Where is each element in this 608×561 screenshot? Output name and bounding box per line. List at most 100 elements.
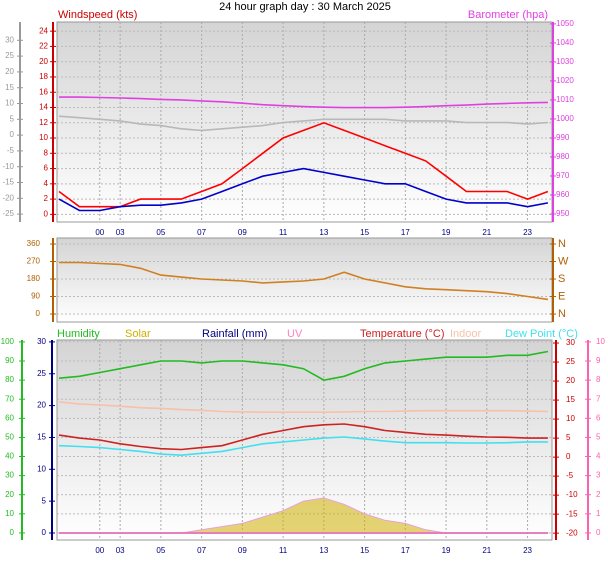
y-axis-label: Windspeed (kts) [58, 9, 137, 21]
legend-entry: UV [287, 328, 303, 340]
y2-tick-label: 1020 [556, 76, 574, 85]
legend-entry: Temperature (°C) [360, 328, 444, 340]
y4-tick-label: 4 [596, 452, 601, 461]
x-tick-label: 09 [238, 228, 247, 237]
y3-tick-label: 10 [566, 414, 575, 423]
y2-tick-label: 1010 [556, 95, 574, 104]
y2-tick-label: S [558, 273, 565, 285]
y2-tick-label: 1030 [556, 57, 574, 66]
x-tick-label: 05 [156, 228, 165, 237]
y4-tick-label: 7 [596, 394, 601, 403]
y-tick-label: 60 [5, 413, 14, 422]
x-tick-label: 17 [401, 546, 410, 555]
y-tick-label: 70 [5, 394, 14, 403]
y3-tick-label: -15 [566, 509, 578, 518]
x-tick-label: 13 [319, 546, 328, 555]
y2-tick-label: N [558, 238, 566, 250]
line [58, 436, 548, 457]
y3-tick-label: -25 [2, 209, 14, 218]
y3-tick-label: 15 [566, 395, 575, 404]
y4-tick-label: 6 [596, 413, 601, 422]
y-tick-label: 6 [44, 164, 49, 173]
x-tick-label: 19 [442, 228, 451, 237]
y-tick-label: 14 [39, 103, 48, 112]
line [59, 96, 548, 109]
line [59, 261, 549, 301]
y3-tick-label: -10 [566, 490, 578, 499]
y2-tick-label: 5 [42, 496, 47, 505]
y3-tick-label: -5 [7, 146, 15, 155]
x-tick-label: 11 [279, 546, 288, 555]
y2-tick-label: 990 [556, 133, 570, 142]
legend-entry: Solar [125, 328, 151, 340]
x-tick-label: 21 [482, 546, 491, 555]
legend-entry: Humidity [57, 328, 100, 340]
chart-title: 24 hour graph day : 30 March 2025 [219, 1, 391, 13]
x-tick-label: 19 [442, 546, 451, 555]
x-tick-label: 00 [95, 228, 104, 237]
y3-tick-label: 5 [566, 433, 571, 442]
x-tick-label: 07 [197, 546, 206, 555]
y4-tick-label: 1 [596, 509, 601, 518]
legend-entry: Dew Point (°C) [505, 328, 578, 340]
x-tick-label: 23 [523, 546, 532, 555]
x-tick-label: 15 [360, 546, 369, 555]
y2-tick-label: 1050 [556, 19, 574, 28]
y3-tick-label: -10 [2, 162, 14, 171]
y2-tick-label: 970 [556, 171, 570, 180]
y-tick-label: 90 [5, 356, 14, 365]
y3-tick-label: 25 [5, 51, 14, 60]
y-tick-label: 80 [5, 375, 14, 384]
x-tick-label: 05 [156, 546, 165, 555]
y-tick-label: 50 [5, 433, 14, 442]
x-tick-label: 00 [95, 546, 104, 555]
y-tick-label: 90 [31, 292, 40, 301]
y2-tick-label: 1000 [556, 114, 574, 123]
y4-tick-label: 5 [596, 433, 601, 442]
line [58, 423, 548, 451]
x-tick-label: 21 [482, 228, 491, 237]
y3-tick-label: -20 [566, 528, 578, 537]
y2-tick-label: 30 [37, 337, 46, 346]
y4-tick-label: 10 [596, 337, 605, 346]
y-tick-label: 8 [44, 148, 49, 157]
y-tick-label: 22 [39, 42, 48, 51]
y-tick-label: 10 [39, 133, 48, 142]
x-tick-label: 15 [360, 228, 369, 237]
y-tick-label: 360 [27, 239, 41, 248]
y2-tick-label: 1040 [556, 38, 574, 47]
y-tick-label: 18 [39, 72, 48, 81]
y-tick-label: 24 [39, 26, 48, 35]
y2-tick-label: E [558, 290, 565, 302]
y2-tick-label: 960 [556, 190, 570, 199]
y3-tick-label: 0 [10, 130, 15, 139]
x-tick-label: 03 [116, 228, 125, 237]
x-tick-label: 23 [523, 228, 532, 237]
y2-tick-label: 0 [42, 528, 47, 537]
y3-tick-label: 0 [566, 452, 571, 461]
y-tick-label: 20 [39, 57, 48, 66]
y-tick-label: 10 [5, 509, 14, 518]
x-tick-label: 17 [401, 228, 410, 237]
line [58, 167, 549, 212]
y3-tick-label: -20 [2, 193, 14, 202]
x-tick-label: 11 [279, 228, 288, 237]
y-tick-label: 0 [44, 209, 49, 218]
y4-tick-label: 9 [596, 356, 601, 365]
y2-tick-label: 980 [556, 152, 570, 161]
y-tick-label: 180 [27, 274, 41, 283]
y3-tick-label: 30 [5, 35, 14, 44]
y3-tick-label: 25 [566, 357, 575, 366]
y3-tick-label: -15 [2, 178, 14, 187]
y-tick-label: 16 [39, 87, 48, 96]
y2-axis-label: Barometer (hpa) [468, 9, 548, 21]
y4-tick-label: 3 [596, 471, 601, 480]
line [58, 401, 548, 413]
y-tick-label: 30 [5, 471, 14, 480]
y-tick-label: 0 [36, 309, 41, 318]
y2-tick-label: W [558, 255, 569, 267]
y4-tick-label: 8 [596, 375, 601, 384]
line [58, 121, 549, 208]
y2-tick-label: 15 [37, 433, 46, 442]
